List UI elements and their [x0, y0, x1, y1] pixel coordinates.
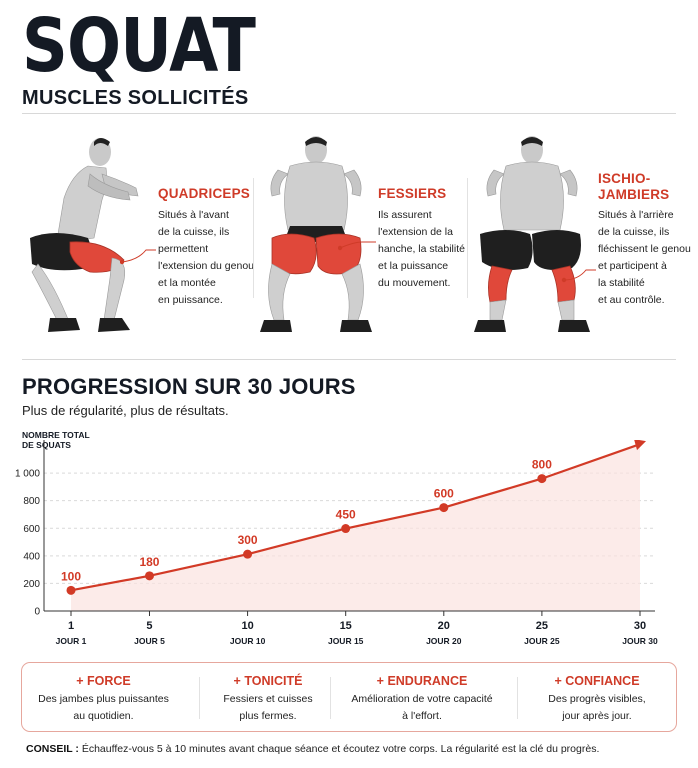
y-tick-label: 800: [23, 496, 40, 507]
pointer-line-icon: [338, 241, 376, 251]
data-point: [439, 503, 449, 513]
benefit-text: Des progrès visibles, jour après jour.: [548, 693, 646, 722]
section-divider: [467, 178, 468, 298]
chart-series: 1001803004506008001 000: [61, 440, 646, 595]
muscle-description-quadriceps: Situés à l'avant de la cuisse, ils permett…: [158, 209, 254, 306]
muscle-name-quadriceps: QUADRICEPS: [158, 186, 251, 201]
data-label: 600: [434, 487, 454, 501]
y-tick-label: 600: [23, 524, 40, 535]
x-tick-label: 20: [438, 620, 450, 632]
squat-figure-side-illustration: [30, 138, 139, 332]
pointer-line-icon: [120, 249, 156, 265]
pointer-line-icon: [561, 269, 596, 283]
muscle-name-ischio-jambiers: ISCHIO- JAMBIERS: [598, 171, 670, 202]
x-tick-label: 30: [634, 620, 646, 632]
squat-figure-back-illustration: [260, 136, 372, 332]
y-tick-label: 200: [23, 579, 40, 590]
x-tick-label: 15: [340, 620, 352, 632]
y-axis-label: NOMBRE TOTAL DE SQUATS: [22, 430, 90, 450]
divider: [22, 113, 676, 114]
benefit-tonicite: + TONICITÉ Fessiers et cuisses plus ferme…: [200, 663, 336, 733]
x-day-label: JOUR 25: [524, 636, 560, 646]
arrow-head-icon: [634, 440, 646, 451]
data-label: 180: [139, 555, 159, 569]
muscle-description-ischio-jambiers: Situés à l'arrière de la cuisse, ils fléch…: [598, 209, 691, 306]
data-label: 300: [238, 533, 258, 547]
data-label: 800: [532, 458, 552, 472]
benefit-title: + FORCE: [76, 674, 131, 688]
data-point: [243, 549, 253, 559]
y-tick-label: 400: [23, 551, 40, 562]
data-label: 450: [336, 508, 356, 522]
benefit-text: Des jambes plus puissantes au quotidien.: [38, 693, 169, 722]
x-day-label: JOUR 20: [426, 636, 462, 646]
page-title: SQUAT: [22, 3, 256, 89]
section-divider: [253, 178, 254, 298]
x-day-label: JOUR 1: [56, 636, 87, 646]
muscle-description-fessiers: Ils assurent l'extension de la hanche, la …: [378, 209, 465, 289]
squat-figure-back-hamstring-illustration: [474, 136, 590, 332]
benefit-divider: [330, 677, 331, 719]
y-tick-label: 0: [34, 607, 40, 618]
page-subtitle: MUSCLES SOLLICITÉS: [22, 87, 249, 109]
benefit-title: + ENDURANCE: [376, 674, 468, 688]
x-tick-label: 5: [146, 620, 152, 632]
muscle-name-fessiers: FESSIERS: [378, 186, 447, 201]
x-tick-label: 10: [241, 620, 253, 632]
x-day-label: JOUR 30: [622, 636, 658, 646]
x-tick-label: 25: [536, 620, 548, 632]
data-point: [66, 585, 76, 595]
benefit-title: + CONFIANCE: [554, 674, 640, 688]
data-point: [537, 474, 547, 484]
x-day-label: JOUR 15: [328, 636, 364, 646]
chart-title: PROGRESSION SUR 30 JOURS: [22, 374, 356, 399]
chart-area-fill: [71, 444, 640, 611]
data-point: [144, 571, 154, 581]
y-tick-label: 1 000: [15, 469, 40, 480]
benefit-force: + FORCE Des jambes plus puissantes au quo…: [22, 663, 185, 733]
benefit-confiance: + CONFIANCE Des progrès visibles, jour ap…: [519, 663, 675, 733]
benefit-divider: [517, 677, 518, 719]
benefit-endurance: + ENDURANCE Amélioration de votre capaci…: [332, 663, 512, 733]
chart-subtitle: Plus de régularité, plus de résultats.: [22, 403, 229, 418]
benefit-title: + TONICITÉ: [233, 674, 303, 688]
divider: [22, 359, 676, 360]
benefit-divider: [199, 677, 200, 719]
benefit-text: Fessiers et cuisses plus fermes.: [223, 693, 313, 722]
tip-text: CONSEIL : Échauffez-vous 5 à 10 minutes …: [26, 743, 600, 755]
data-label: 100: [61, 569, 81, 583]
x-day-label: JOUR 5: [134, 636, 165, 646]
x-tick-label: 1: [68, 620, 74, 632]
x-day-label: JOUR 10: [230, 636, 266, 646]
benefits-panel: + FORCE Des jambes plus puissantes au quo…: [21, 662, 677, 732]
benefit-text: Amélioration de votre capacité à l'effort…: [351, 693, 493, 722]
data-point: [341, 524, 351, 534]
